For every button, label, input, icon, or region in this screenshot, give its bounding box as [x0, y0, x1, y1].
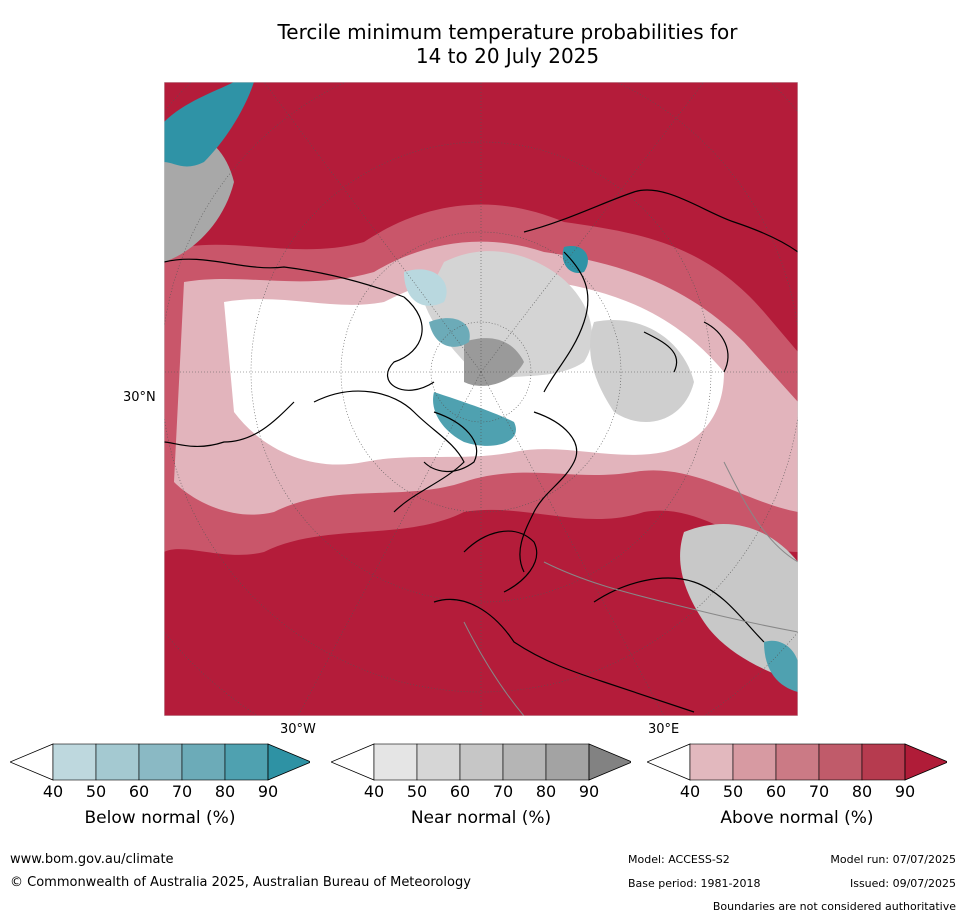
colorbar-extend-high — [588, 743, 631, 781]
region-near-dark — [464, 338, 524, 386]
colorbar-extend-low — [647, 743, 691, 781]
region-below-east — [562, 246, 588, 273]
colorbar-below-swatches — [10, 743, 310, 781]
colorbar-tick-label: 80 — [214, 782, 236, 801]
colorbar-near-ticks: 40 50 60 70 80 90 — [331, 782, 631, 804]
colorbar-tick-label: 90 — [894, 782, 916, 801]
colorbar-below-normal: 40 50 60 70 80 90 Below normal (%) — [10, 742, 310, 852]
colorbar-swatch — [775, 743, 820, 781]
map-title: Tercile minimum temperature probabilitie… — [200, 20, 815, 68]
colorbar-near-normal: 40 50 60 70 80 90 Near normal (%) — [331, 742, 631, 852]
colorbar-swatch — [52, 743, 97, 781]
colorbar-near-swatches — [331, 743, 631, 781]
colorbar-tick-label: 60 — [128, 782, 150, 801]
model-text: Model: ACCESS-S2 — [628, 853, 730, 866]
colorbar-tick-label: 90 — [578, 782, 600, 801]
colorbar-swatch — [732, 743, 777, 781]
latitude-label-30n: 30°N — [123, 390, 156, 405]
colorbar-tick-label: 70 — [492, 782, 514, 801]
colorbar-swatch — [861, 743, 906, 781]
copyright-text: © Commonwealth of Australia 2025, Austra… — [10, 875, 471, 890]
colorbar-above-label: Above normal (%) — [720, 808, 874, 828]
colorbar-tick-label: 50 — [85, 782, 107, 801]
base-period-text: Base period: 1981-2018 — [628, 877, 761, 890]
colorbar-swatch — [689, 743, 734, 781]
colorbar-tick-label: 50 — [722, 782, 744, 801]
longitude-label-30e: 30°E — [648, 722, 680, 737]
colorbar-near-label: Near normal (%) — [410, 808, 552, 828]
colorbar-swatch — [181, 743, 226, 781]
colorbar-swatch — [95, 743, 140, 781]
colorbar-swatch — [459, 743, 504, 781]
colorbar-tick-label: 40 — [363, 782, 385, 801]
colorbar-tick-label: 60 — [449, 782, 471, 801]
colorbar-tick-label: 80 — [535, 782, 557, 801]
region-below-se — [764, 640, 798, 692]
region-below-mid — [429, 318, 470, 347]
colorbar-above-ticks: 40 50 60 70 80 90 — [647, 782, 947, 804]
colorbar-swatch — [502, 743, 547, 781]
forecast-map — [164, 82, 798, 716]
colorbar-tick-label: 80 — [851, 782, 873, 801]
colorbar-above-normal: 40 50 60 70 80 90 Above normal (%) — [647, 742, 947, 852]
title-line-1: Tercile minimum temperature probabilitie… — [277, 20, 738, 44]
colorbar-tick-label: 90 — [257, 782, 279, 801]
region-near-nw — [164, 134, 234, 262]
colorbar-extend-high — [904, 743, 947, 781]
colorbar-swatch — [416, 743, 461, 781]
website-text: www.bom.gov.au/climate — [10, 852, 174, 867]
colorbar-below-ticks: 40 50 60 70 80 90 — [10, 782, 310, 804]
colorbar-swatch — [224, 743, 269, 781]
colorbar-swatch — [138, 743, 183, 781]
colorbar-tick-label: 70 — [808, 782, 830, 801]
colorbar-tick-label: 60 — [765, 782, 787, 801]
region-below-nw — [164, 82, 254, 167]
colorbar-below-label: Below normal (%) — [84, 808, 236, 828]
colorbar-tick-label: 50 — [406, 782, 428, 801]
title-line-2: 14 to 20 July 2025 — [415, 44, 600, 68]
longitude-label-30w: 30°W — [280, 722, 316, 737]
colorbar-tick-label: 40 — [42, 782, 64, 801]
map-canvas — [164, 82, 798, 716]
colorbar-swatch — [545, 743, 590, 781]
colorbar-swatch — [818, 743, 863, 781]
colorbar-extend-low — [331, 743, 375, 781]
region-below-light — [404, 269, 447, 306]
colorbar-above-swatches — [647, 743, 947, 781]
model-run-text: Model run: 07/07/2025 — [830, 853, 956, 866]
colorbar-tick-label: 40 — [679, 782, 701, 801]
country-borders — [463, 461, 798, 716]
region-below-center — [433, 392, 516, 446]
disclaimer-text: Boundaries are not considered authoritat… — [712, 900, 956, 913]
colorbar-swatch — [373, 743, 418, 781]
issued-text: Issued: 09/07/2025 — [849, 877, 956, 890]
colorbar-tick-label: 70 — [171, 782, 193, 801]
colorbar-extend-high — [267, 743, 310, 781]
graticule — [164, 82, 798, 716]
colorbar-extend-low — [10, 743, 54, 781]
